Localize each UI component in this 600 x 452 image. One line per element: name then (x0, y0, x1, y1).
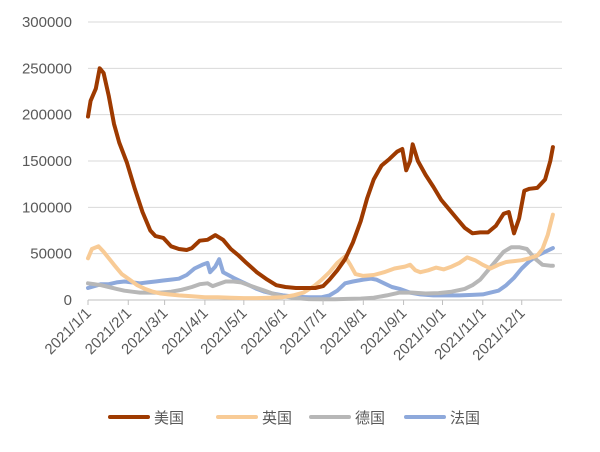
series-line-0 (86, 66, 555, 290)
y-tick-label: 50000 (30, 246, 72, 263)
gridlines (88, 21, 562, 255)
y-tick-label: 200000 (22, 107, 72, 124)
legend-label: 英国 (262, 409, 292, 427)
legend-label: 德国 (355, 409, 385, 427)
y-tick-label: 150000 (22, 153, 72, 170)
y-tick-label: 250000 (22, 60, 72, 77)
y-axis-ticks: 0 50000 100000 150000 200000 250000 300000 (22, 14, 72, 309)
x-axis-ticks: 2021/1/12021/2/12021/3/12021/4/12021/5/1… (42, 300, 529, 364)
y-tick-label: 100000 (22, 199, 72, 216)
series-lines (86, 66, 555, 302)
y-tick-label: 0 (64, 292, 72, 309)
legend: 美国 英国 德国 法国 (108, 409, 480, 427)
series-line-3 (86, 246, 555, 300)
legend-label: 法国 (450, 409, 480, 427)
y-tick-label: 300000 (22, 14, 72, 31)
legend-label: 美国 (154, 409, 184, 427)
